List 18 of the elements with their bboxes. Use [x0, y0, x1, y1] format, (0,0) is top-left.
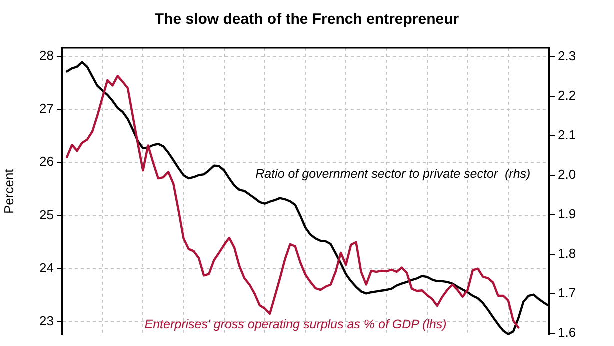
y-axis-title: Percent: [1, 168, 16, 214]
y2-tick-label: 1.8: [558, 246, 576, 262]
y-tick-label: 24: [40, 260, 54, 276]
y2-tick-label: 2.3: [558, 48, 576, 64]
y-tick-label: 23: [40, 314, 54, 329]
y-tick-label: 26: [40, 154, 54, 170]
y2-tick-label: 2.0: [558, 166, 576, 182]
y2-tick-label: 1.9: [558, 206, 576, 222]
y-tick-label: 27: [40, 101, 54, 116]
y2-tick-label: 2.2: [558, 88, 576, 103]
y-tick-label: 25: [40, 207, 54, 222]
y-tick-label: 28: [40, 48, 54, 64]
y2-tick-label: 1.7: [558, 286, 576, 301]
annotation: Enterprises' gross operating surplus as % of GDP (lhs): [144, 318, 447, 332]
annotation: Ratio of government sector to private sector (rhs): [256, 166, 531, 181]
y2-tick-label: 1.6: [558, 325, 576, 340]
chart-title: The slow death of the French entrepreneur: [154, 11, 460, 28]
y2-tick-label: 2.1: [558, 127, 576, 142]
